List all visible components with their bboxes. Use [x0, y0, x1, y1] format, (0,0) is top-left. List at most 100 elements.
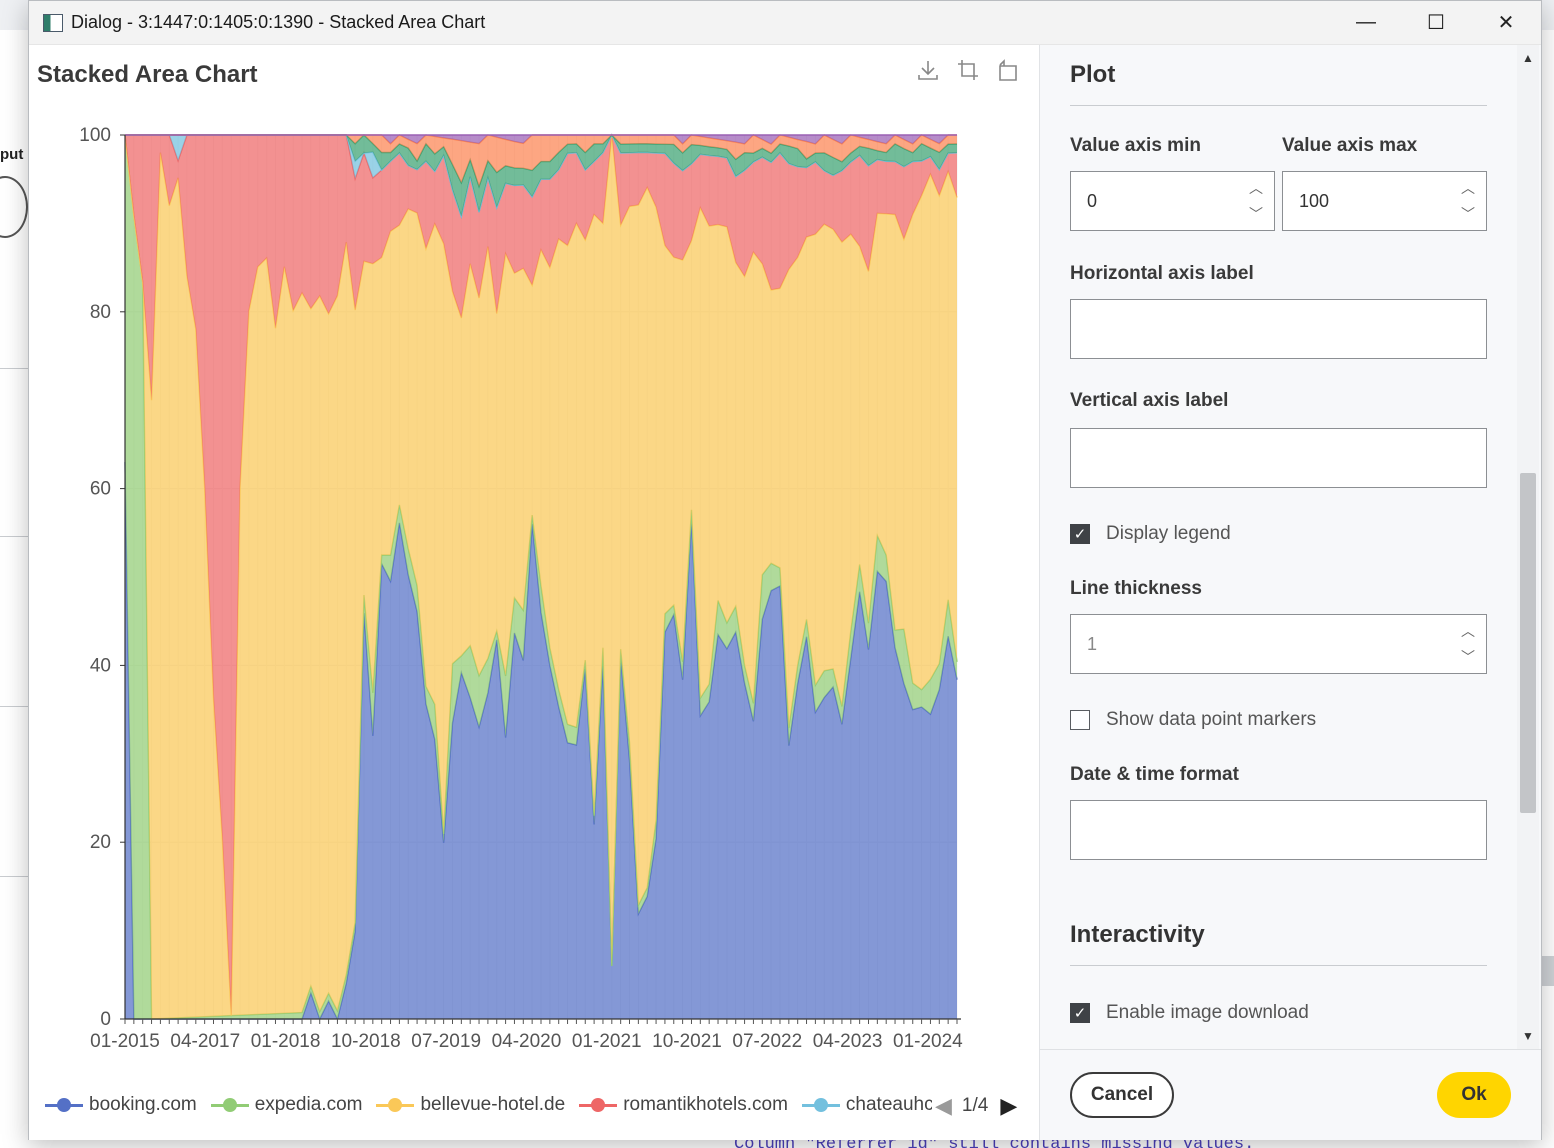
settings-panel: Plot Value axis min Value axis max 0 ︿ ﹀ …: [1039, 45, 1541, 1049]
background-text: put: [0, 146, 24, 163]
y-tick-label: 80: [90, 302, 111, 323]
window-title: Dialog - 3:1447:0:1405:0:1390 - Stacked …: [71, 12, 486, 32]
legend-next-icon[interactable]: ▶: [1000, 1093, 1018, 1118]
value-axis-min-stepper[interactable]: ︿ ﹀: [1238, 171, 1274, 231]
maximize-button[interactable]: ☐: [1427, 12, 1445, 34]
section-title-plot: Plot: [1070, 61, 1116, 88]
y-tick-label: 0: [100, 1009, 111, 1030]
legend-label: romantikhotels.com: [623, 1094, 788, 1115]
legend-item[interactable]: expedia.com: [210, 1094, 363, 1116]
x-tick-label: 10-2018: [331, 1031, 401, 1052]
legend-label: expedia.com: [254, 1094, 363, 1115]
x-tick-label: 01-2015: [90, 1031, 160, 1052]
vertical-axis-label-label: Vertical axis label: [1070, 390, 1229, 411]
x-tick-label: 10-2021: [652, 1031, 722, 1052]
close-button[interactable]: ✕: [1497, 12, 1515, 34]
ok-button[interactable]: Ok: [1437, 1072, 1511, 1118]
line-thickness-input[interactable]: 1 ︿ ﹀: [1070, 614, 1487, 674]
app-icon: [43, 13, 63, 32]
legend-page-indicator: 1/4: [961, 1095, 989, 1116]
show-markers-row[interactable]: Show data point markers: [1070, 709, 1316, 731]
x-tick-label: 07-2022: [732, 1031, 802, 1052]
x-tick-label: 04-2020: [492, 1031, 562, 1052]
show-markers-label: Show data point markers: [1106, 709, 1317, 730]
background-app-right: [1541, 30, 1554, 1138]
legend-pager: ◀ 1/4 ▶: [935, 1093, 1017, 1119]
date-format-label: Date & time format: [1070, 764, 1239, 785]
value-axis-max-value: 100: [1299, 190, 1330, 211]
section-divider: [1070, 965, 1487, 966]
value-axis-max-input[interactable]: 100 ︿ ﹀: [1282, 171, 1487, 231]
dialog-window: Dialog - 3:1447:0:1405:0:1390 - Stacked …: [28, 0, 1542, 1140]
chevron-up-icon[interactable]: ︿: [1461, 180, 1475, 196]
value-axis-max-stepper[interactable]: ︿ ﹀: [1450, 171, 1486, 231]
x-tick-label: 04-2023: [813, 1031, 883, 1052]
legend-marker-icon: [210, 1098, 249, 1112]
chart-legend: booking.com expedia.com bellevue-hotel.de r…: [45, 1091, 946, 1119]
date-format-input[interactable]: [1070, 800, 1487, 860]
dialog-footer: Cancel Ok: [1039, 1049, 1541, 1140]
x-tick-label: 01-2021: [572, 1031, 642, 1052]
legend-marker-icon: [45, 1098, 83, 1112]
crop-icon[interactable]: [955, 57, 981, 83]
cancel-button[interactable]: Cancel: [1070, 1072, 1174, 1118]
legend-marker-icon: [579, 1098, 618, 1112]
x-tick-label: 01-2018: [251, 1031, 321, 1052]
enable-download-checkbox[interactable]: ✓: [1070, 1003, 1090, 1023]
enable-download-row[interactable]: ✓ Enable image download: [1070, 1002, 1309, 1024]
scroll-down-icon[interactable]: ▼: [1522, 1029, 1534, 1043]
chevron-down-icon[interactable]: ﹀: [1461, 206, 1475, 222]
display-legend-label: Display legend: [1106, 523, 1231, 544]
title-bar[interactable]: Dialog - 3:1447:0:1405:0:1390 - Stacked …: [29, 1, 1541, 45]
show-markers-checkbox[interactable]: [1070, 710, 1090, 730]
legend-item[interactable]: romantikhotels.com: [579, 1094, 788, 1116]
y-tick-label: 40: [90, 655, 111, 676]
chevron-up-icon[interactable]: ︿: [1461, 623, 1475, 639]
reset-zoom-icon[interactable]: [995, 57, 1021, 83]
x-tick-label: 04-2017: [170, 1031, 240, 1052]
section-title-interactivity: Interactivity: [1070, 921, 1205, 948]
background-divider: [0, 876, 30, 877]
background-divider: [0, 368, 30, 369]
value-axis-min-value: 0: [1087, 190, 1098, 211]
line-thickness-stepper[interactable]: ︿ ﹀: [1450, 614, 1486, 674]
line-thickness-value: 1: [1087, 633, 1098, 654]
line-thickness-label: Line thickness: [1070, 578, 1202, 599]
background-band: [1541, 956, 1554, 986]
legend-item[interactable]: booking.com: [45, 1094, 197, 1116]
minimize-button[interactable]: —: [1356, 11, 1376, 33]
chart-title: Stacked Area Chart: [37, 61, 258, 88]
y-tick-label: 60: [90, 479, 111, 500]
display-legend-checkbox[interactable]: ✓: [1070, 524, 1090, 544]
scroll-thumb[interactable]: [1520, 473, 1536, 813]
series-area: [125, 462, 957, 1020]
background-divider: [0, 536, 30, 537]
legend-prev-icon[interactable]: ◀: [935, 1093, 952, 1118]
series-area: [125, 135, 957, 217]
chevron-down-icon[interactable]: ﹀: [1461, 649, 1475, 665]
scroll-up-icon[interactable]: ▲: [1522, 51, 1534, 65]
legend-item[interactable]: chateauhc: [801, 1094, 932, 1116]
y-tick-label: 100: [79, 125, 111, 146]
download-icon[interactable]: [915, 57, 941, 83]
settings-scrollbar[interactable]: ▲ ▼: [1517, 45, 1539, 1049]
legend-item[interactable]: bellevue-hotel.de: [376, 1094, 565, 1116]
x-tick-label: 01-2024: [893, 1031, 963, 1052]
legend-marker-icon: [801, 1098, 840, 1112]
value-axis-min-input[interactable]: 0 ︿ ﹀: [1070, 171, 1275, 231]
section-divider: [1070, 105, 1487, 106]
series-area: [125, 135, 957, 187]
chevron-down-icon[interactable]: ﹀: [1249, 206, 1263, 222]
stacked-area-chart[interactable]: 0 20 40 60 80 100 01-2015 04-2017 01-2018 10-2018…: [29, 45, 1039, 1085]
value-axis-min-label: Value axis min: [1070, 135, 1201, 156]
legend-label: bellevue-hotel.de: [420, 1094, 566, 1115]
horizontal-axis-label-input[interactable]: [1070, 299, 1487, 359]
enable-download-label: Enable image download: [1106, 1002, 1309, 1023]
background-node-shape: [0, 176, 28, 238]
chart-toolbar: [915, 57, 1021, 83]
chevron-up-icon[interactable]: ︿: [1249, 180, 1263, 196]
series-area: [125, 135, 957, 1019]
display-legend-row[interactable]: ✓ Display legend: [1070, 523, 1231, 545]
vertical-axis-label-input[interactable]: [1070, 428, 1487, 488]
series-area: [125, 135, 957, 1016]
